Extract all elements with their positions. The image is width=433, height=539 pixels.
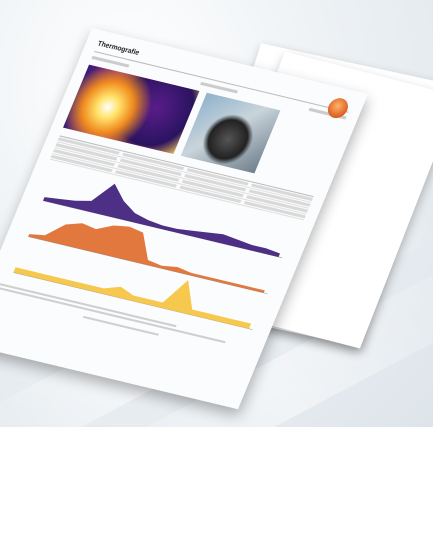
- chart-series-area: [13, 267, 252, 329]
- chart-series-area: [28, 223, 265, 293]
- real-photo: [180, 92, 281, 174]
- chart-series-area: [43, 183, 280, 257]
- report-page-front: Thermografie: [0, 28, 368, 410]
- histogram-chart: [13, 183, 283, 330]
